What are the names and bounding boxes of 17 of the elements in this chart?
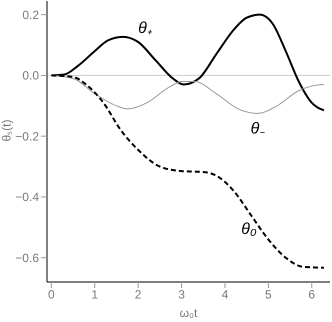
y-tick-label: −0.4 [15,190,40,204]
x-tick-label: 1 [91,288,98,302]
series-label: θ₊ [138,20,153,38]
x-tick-label: 3 [178,288,186,302]
x-tick-label: 0 [48,288,55,302]
y-tick-label: 0.0 [22,68,40,83]
x-tick-label: 4 [222,288,229,302]
y-tick-label: −0.6 [15,250,40,265]
y-axis-title: θₛ(t) [0,119,14,142]
y-tick-label: 0.2 [22,8,40,22]
x-tick-label: 6 [308,288,316,302]
series-label: θ₋ [250,120,266,138]
series-label: θ₀ [241,220,257,238]
x-tick-label: 2 [134,288,142,302]
y-tick-label: −0.2 [15,129,40,144]
x-tick-label: 5 [265,288,272,302]
x-axis-title: ω₀t [180,306,198,320]
